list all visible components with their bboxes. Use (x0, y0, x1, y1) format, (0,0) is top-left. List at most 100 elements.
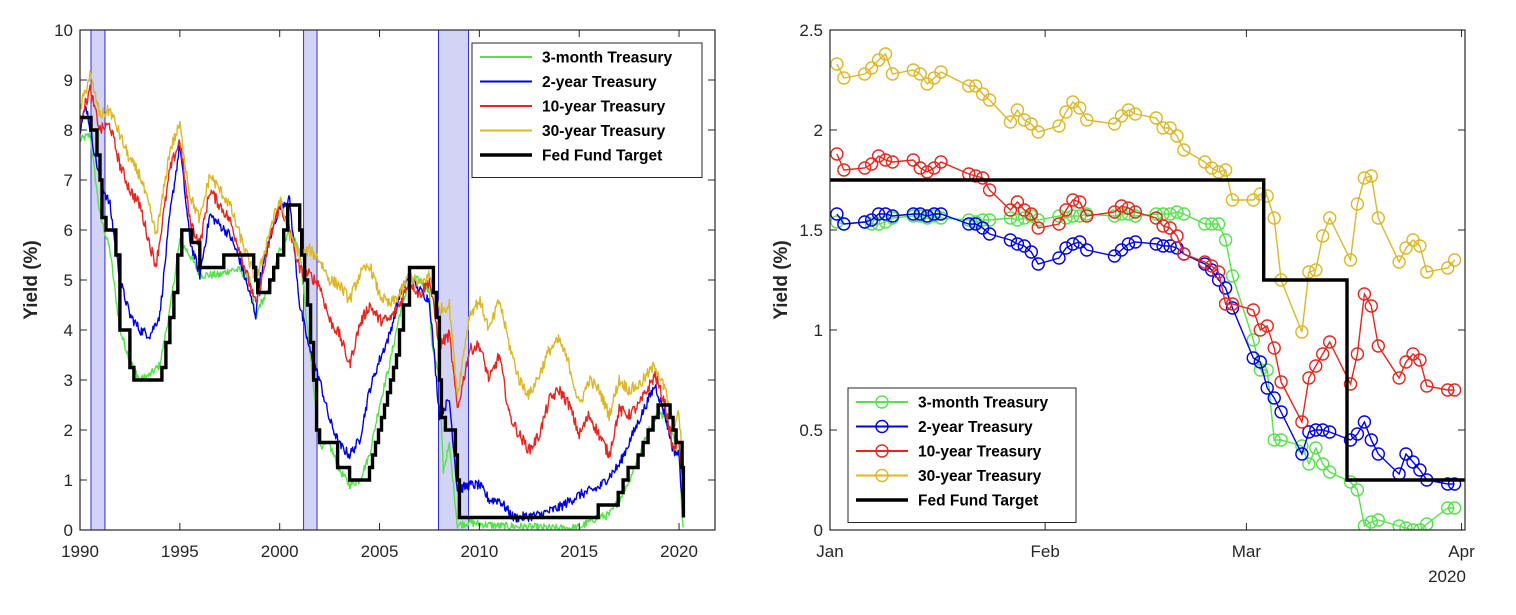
2-year-treasury-point (1440, 477, 1455, 491)
right-yield-chart: Jan Feb Mar Apr 0 0.5 1 1.5 2 2.5 2020 Yield (%) 3-m… (771, 21, 1475, 586)
10-year-treasury-point (1260, 319, 1274, 333)
10-year-treasury-point (1309, 359, 1323, 373)
30-year-treasury-point (1399, 241, 1413, 255)
3-month-treasury-point (1413, 523, 1427, 530)
2-year-treasury-point (1246, 351, 1261, 365)
2-year-treasury-point (1371, 447, 1386, 461)
y-tick-label: 9 (64, 71, 73, 90)
10-year-treasury-point (969, 169, 983, 183)
3-month-treasury-point (1211, 217, 1226, 231)
10-year-treasury-point (982, 183, 997, 197)
2-year-treasury-point (1080, 243, 1094, 257)
legend-marker-3-month-treasury (875, 395, 889, 409)
x-tick-label: 2015 (560, 542, 598, 561)
y-tick-label: 0 (814, 521, 823, 540)
3-month-treasury-point (1260, 363, 1274, 377)
legend-marker-2-year-treasury (875, 419, 889, 434)
30-year-treasury-point (1163, 121, 1177, 135)
10-year-treasury-line (836, 153, 1455, 425)
10-year-treasury-point (920, 165, 934, 179)
2-year-treasury-point (1302, 425, 1316, 439)
2-year-treasury-point (1121, 237, 1136, 251)
3-month-treasury-point (976, 213, 990, 227)
10-year-treasury-point (878, 153, 893, 167)
2-year-treasury-point (837, 217, 851, 231)
30-year-treasury-point (1177, 143, 1191, 157)
10-year-treasury-point (864, 157, 879, 171)
10-year-treasury-point (1031, 221, 1045, 235)
legend-label-10-year-treasury: 10-year Treasury (918, 444, 1042, 461)
3-month-treasury-point (1246, 333, 1261, 347)
x-tick-label: Feb (1030, 542, 1059, 561)
30-year-treasury-point (1059, 105, 1073, 119)
2-year-treasury-point (878, 207, 893, 221)
30-year-treasury-point (1413, 239, 1427, 253)
30-year-treasury-point (885, 67, 900, 81)
2-year-treasury-point (1003, 233, 1018, 247)
10-year-treasury-point (1364, 299, 1379, 313)
3-month-treasury-point (1399, 521, 1413, 530)
10-year-treasury-point (1010, 195, 1025, 209)
10-year-treasury-point (1357, 287, 1372, 301)
2-year-treasury-point (1260, 381, 1274, 395)
2-year-treasury-point (830, 207, 844, 221)
10-year-treasury-point (1198, 255, 1212, 269)
30-year-treasury-point (962, 79, 976, 93)
3-month-treasury-point (1392, 519, 1406, 530)
3-month-treasury-point (1017, 211, 1032, 225)
30-year-treasury-point (913, 67, 927, 81)
10-year-treasury-point (1392, 371, 1406, 385)
30-year-treasury-point (830, 57, 844, 71)
30-year-treasury-point (969, 79, 983, 93)
left-plot-area (80, 70, 686, 530)
2-year-treasury-point (1274, 405, 1288, 419)
2-year-treasury-point (927, 207, 941, 221)
year-label: 2020 (1428, 567, 1466, 586)
30-year-treasury-point (1267, 211, 1281, 225)
10-year-treasury-line (80, 84, 684, 496)
2-year-treasury-point (962, 217, 976, 231)
10-year-treasury-point (1052, 217, 1066, 231)
3-month-treasury-point (1163, 207, 1177, 221)
10-year-treasury-point (1017, 203, 1032, 217)
2-year-treasury-point (858, 215, 872, 229)
30-year-treasury-point (1024, 117, 1039, 131)
2-year-treasury-point (1309, 423, 1323, 437)
fed-fund-target-line (830, 178, 1465, 482)
3-month-treasury-point (871, 217, 886, 231)
30-year-treasury-point (1364, 169, 1379, 183)
10-year-treasury-point (1059, 203, 1073, 217)
10-year-treasury-point (1163, 221, 1177, 235)
left-yield-chart: 1990 1995 2000 2005 2010 2015 2020 0 1 2 3 4 5 6 7 8 9 10… (21, 21, 716, 561)
30-year-treasury-point (1392, 255, 1406, 269)
30-year-treasury-point (837, 71, 851, 85)
30-year-treasury-point (1295, 325, 1309, 339)
2-year-treasury-point (1052, 251, 1066, 265)
legend-label-30-year-treasury: 30-year Treasury (542, 123, 666, 140)
3-month-treasury-point (1364, 515, 1379, 529)
y-axis-label: Yield (%) (771, 240, 792, 320)
3-month-treasury-point (1309, 441, 1323, 455)
30-year-treasury-point (1211, 165, 1226, 179)
3-month-treasury-point (1204, 217, 1219, 231)
10-year-treasury-point (1149, 211, 1163, 225)
3-month-treasury-point (1371, 513, 1386, 527)
3-month-treasury-point (1149, 207, 1163, 221)
30-year-treasury-point (1225, 193, 1240, 207)
3-month-treasury-point (1073, 209, 1087, 223)
3-month-treasury-point (934, 211, 948, 225)
y-tick-label: 2 (64, 421, 73, 440)
x-tick-label: Jan (816, 542, 843, 561)
10-year-treasury-point (1315, 347, 1330, 361)
10-year-treasury-point (1295, 415, 1309, 429)
y-tick-label: 4 (64, 321, 73, 340)
y-tick-label: 6 (64, 221, 73, 240)
right-plot-area (830, 47, 1465, 530)
2-year-treasury-point (1156, 239, 1170, 253)
3-month-treasury-point (1350, 483, 1365, 497)
30-year-treasury-point (864, 61, 879, 75)
10-year-treasury-point (1211, 265, 1226, 279)
10-year-treasury-point (1350, 347, 1365, 361)
y-tick-label: 1 (814, 321, 823, 340)
